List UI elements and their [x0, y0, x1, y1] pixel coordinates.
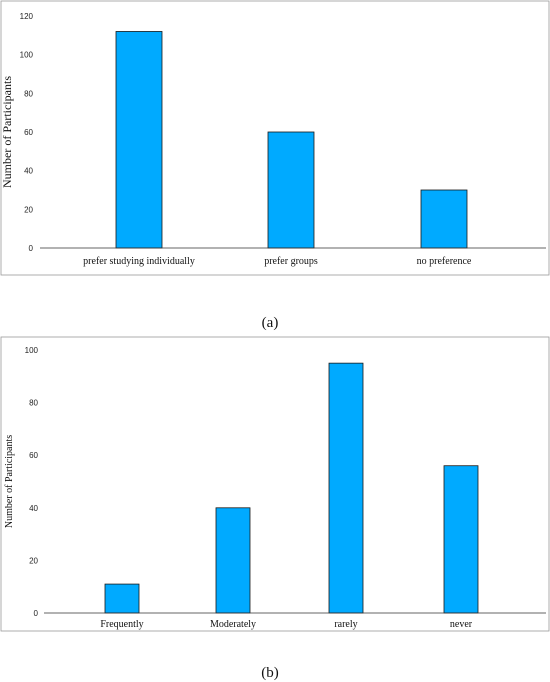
- chart-a-y-ticks: 0 20 40 60 80 100 120: [20, 12, 34, 253]
- chart-b-bar: [443, 465, 479, 614]
- chart-a-bar: [420, 189, 468, 249]
- chart-b-y-axis-label: Number of Participants: [4, 435, 15, 528]
- chart-b: Number of Participants 0 20 40 60 80 100 Freq…: [0, 336, 550, 632]
- chart-a-category-label: no preference: [417, 256, 472, 267]
- chart-a-y-tick-label: 40: [24, 167, 33, 176]
- chart-a-category-label: prefer groups: [264, 256, 318, 267]
- chart-b-y-tick-label: 60: [29, 451, 38, 460]
- chart-b-category-label: Frequently: [100, 619, 143, 630]
- chart-a-y-tick-label: 100: [20, 51, 34, 60]
- chart-a-y-tick-label: 120: [20, 12, 34, 21]
- chart-b-y-tick-label: 0: [34, 609, 39, 618]
- chart-a-y-axis-label: Number of Participants: [0, 76, 14, 188]
- chart-a-frame: [0, 0, 550, 276]
- chart-a-y-tick-label: 60: [24, 128, 33, 137]
- chart-b-bar: [328, 362, 364, 614]
- chart-b-caption: (b): [261, 665, 279, 681]
- chart-a-bar: [267, 131, 315, 249]
- chart-b-category-label: never: [450, 619, 473, 630]
- chart-a-y-tick-label: 80: [24, 89, 33, 98]
- chart-b-bar: [215, 507, 251, 614]
- chart-b-y-ticks: 0 20 40 60 80 100: [25, 346, 39, 618]
- chart-b-category-label: rarely: [334, 619, 357, 630]
- chart-a-y-tick-label: 0: [29, 244, 34, 253]
- chart-a-bars: [115, 31, 468, 249]
- chart-a-category-label: prefer studying individually: [83, 256, 195, 267]
- chart-a-category-labels: prefer studying individually prefer group…: [83, 256, 472, 267]
- chart-b-bars: [104, 362, 479, 614]
- chart-b-y-tick-label: 20: [29, 556, 38, 565]
- chart-a: Number of Participants 0 20 40 60 80 100 120 p…: [0, 0, 550, 276]
- chart-a-caption: (a): [262, 315, 279, 331]
- chart-a-bar: [115, 31, 163, 249]
- chart-b-y-tick-label: 40: [29, 504, 38, 513]
- chart-b-category-labels: Frequently Moderately rarely never: [100, 619, 472, 630]
- chart-b-category-label: Moderately: [210, 619, 256, 630]
- chart-a-y-tick-label: 20: [24, 205, 33, 214]
- chart-b-frame: [0, 336, 550, 632]
- chart-b-bar: [104, 583, 140, 614]
- chart-b-y-tick-label: 80: [29, 399, 38, 408]
- chart-b-y-tick-label: 100: [25, 346, 39, 355]
